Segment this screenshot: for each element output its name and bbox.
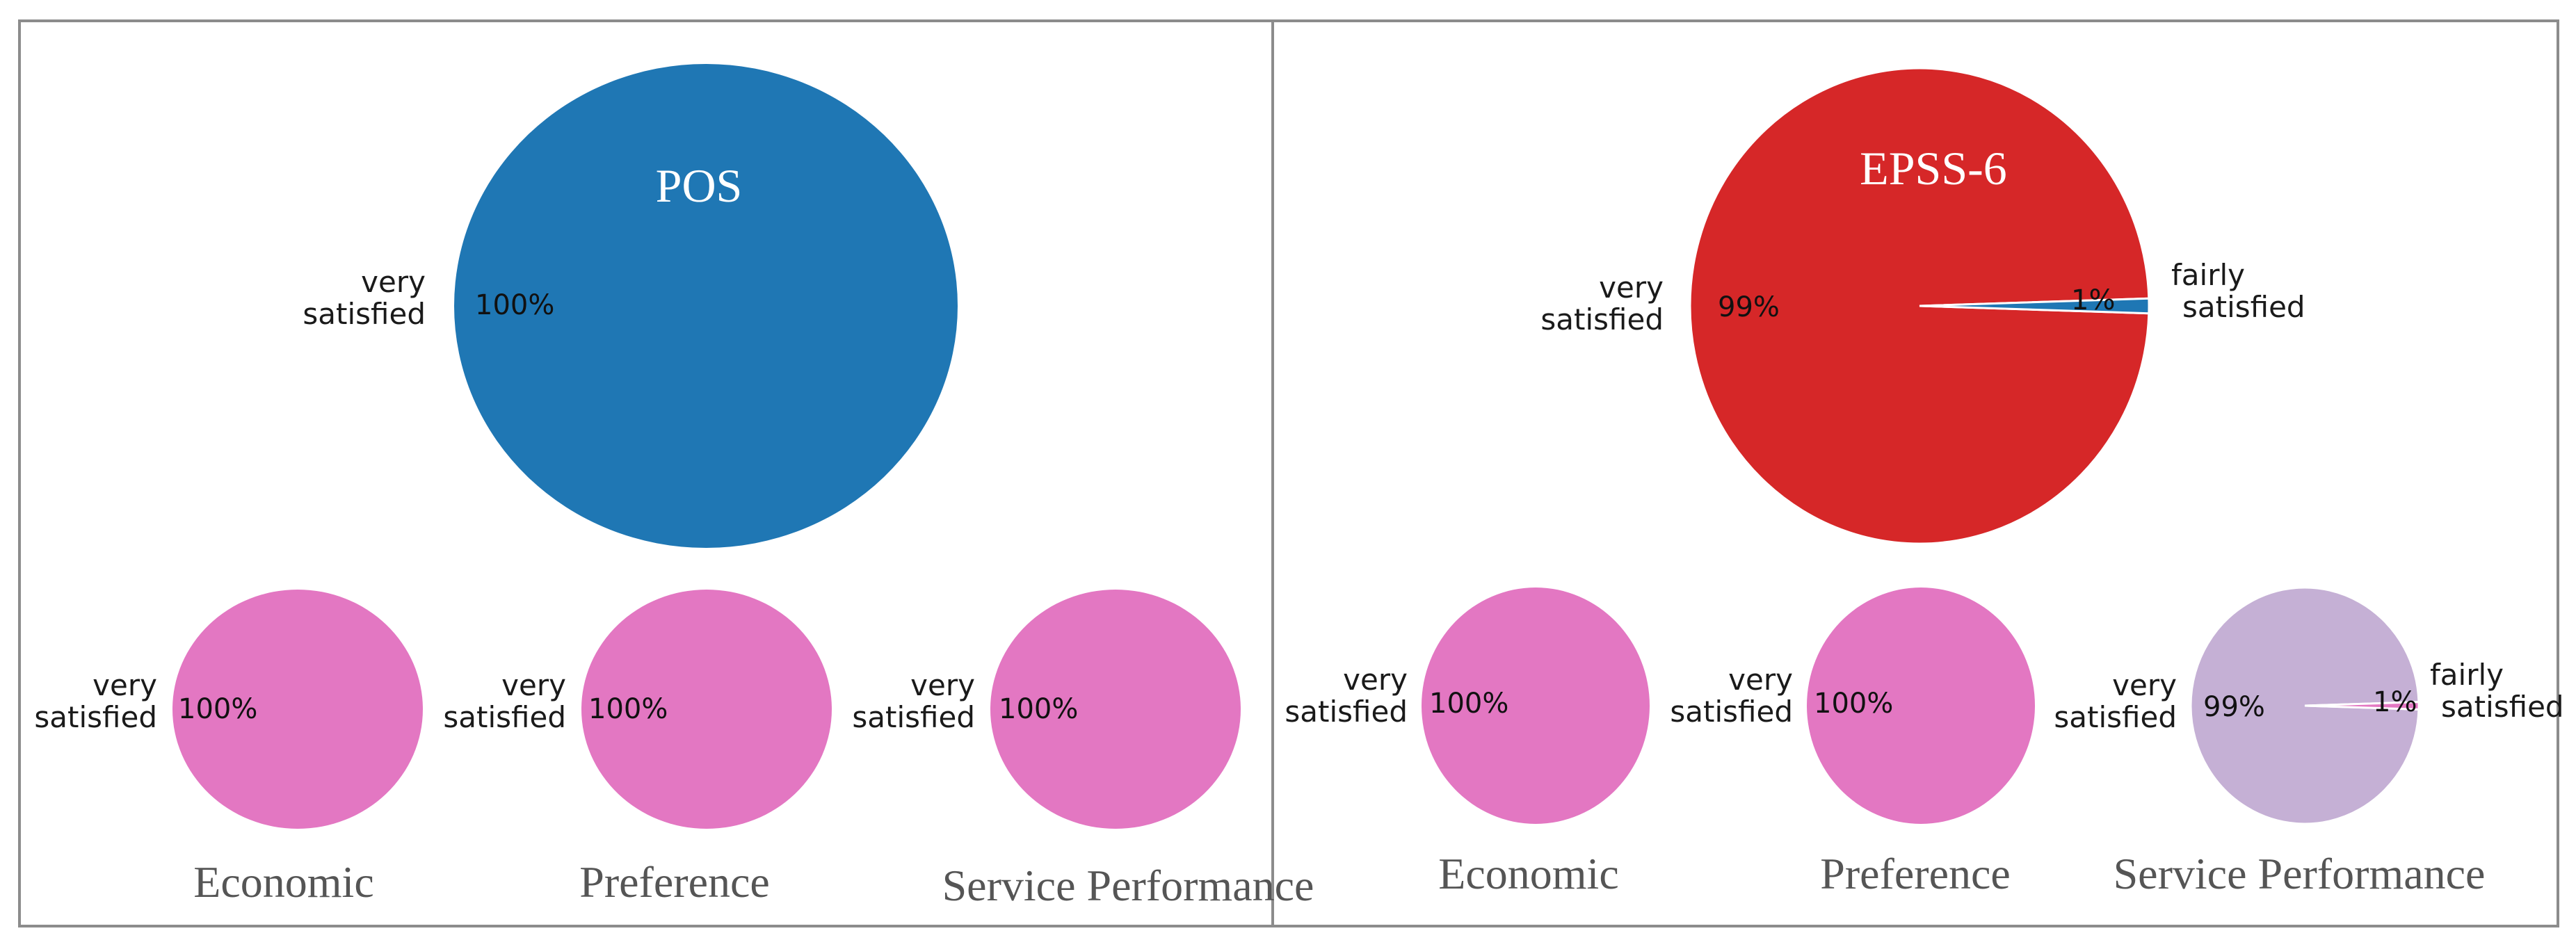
left-economic-pct-very-satisfied: 100% [178,693,257,725]
right-service-performance-label-fairly-satisfied: fairly satisfied [2430,658,2564,724]
right-service-performance-label-very-satisfied: very satisfied [2054,668,2177,734]
left-preference-slice-very-satisfied [581,590,832,829]
left-pos-pie: very satisfied 100% POS [303,64,958,548]
right-preference-slice-very-satisfied [1807,588,2035,824]
left-preference-pie: very satisfied 100% Preference [443,590,832,907]
left-preference-title: Preference [579,857,770,907]
left-pos-title: POS [656,159,743,212]
right-economic-pie: very satisfied 100% Economic [1285,588,1650,898]
right-service-performance-pie: very satisfied 99% fairly satisfied 1% Service… [2054,586,2564,898]
left-service-performance-pie: very satisfied 100% Service Performance [852,590,1314,910]
right-preference-title: Preference [1820,849,2011,898]
right-epss-6-label-fairly-satisfied: fairly satisfied [2171,258,2305,324]
right-epss-6-title: EPSS-6 [1860,142,2007,195]
right-economic-label-very-satisfied: very satisfied [1285,663,1408,729]
right-preference-pct-very-satisfied: 100% [1814,688,1893,720]
right-service-performance-slice-fairly-satisfied [2304,701,2420,711]
left-service-performance-label-very-satisfied: very satisfied [852,668,975,734]
right-preference-label-very-satisfied: very satisfied [1670,663,1793,729]
right-panel-frame [1271,19,2559,927]
left-service-performance-slice-very-satisfied [990,590,1241,829]
right-economic-pct-very-satisfied: 100% [1429,688,1508,720]
right-epss-6-label-very-satisfied: very satisfied [1540,270,1664,337]
left-pos-slice-very-satisfied [454,64,958,548]
right-economic-slice-very-satisfied [1422,588,1650,824]
left-service-performance-title: Service Performance [942,861,1314,910]
left-preference-pct-very-satisfied: 100% [588,693,668,725]
left-economic-label-very-satisfied: very satisfied [34,668,157,734]
left-service-performance-pct-very-satisfied: 100% [999,693,1078,725]
left-economic-title: Economic [193,857,373,907]
left-economic-slice-very-satisfied [172,590,423,829]
right-preference-pie: very satisfied 100% Preference [1670,588,2035,898]
left-economic-pie: very satisfied 100% Economic [34,590,423,907]
right-epss-6-pct-very-satisfied: 99% [1718,291,1780,323]
left-preference-label-very-satisfied: very satisfied [443,668,566,734]
left-pos-label-very-satisfied: very satisfied [303,265,426,331]
right-epss-6-pie: very satisfied 99% fairly satisfied 1% EPSS-6 [1540,67,2305,545]
right-service-performance-title: Service Performance [2114,849,2486,898]
right-service-performance-pct-very-satisfied: 99% [2203,691,2265,723]
right-economic-title: Economic [1438,849,1618,898]
right-epss-6-slice-fairly-satisfied [1919,297,2150,315]
charts-layer: very satisfied 100% POS very satisfied 100% Eco… [34,64,2564,910]
right-service-performance-pct-fairly-satisfied: 1% [2373,686,2417,718]
right-epss-6-pct-fairly-satisfied: 1% [2071,284,2115,316]
left-pos-pct-very-satisfied: 100% [475,289,554,321]
